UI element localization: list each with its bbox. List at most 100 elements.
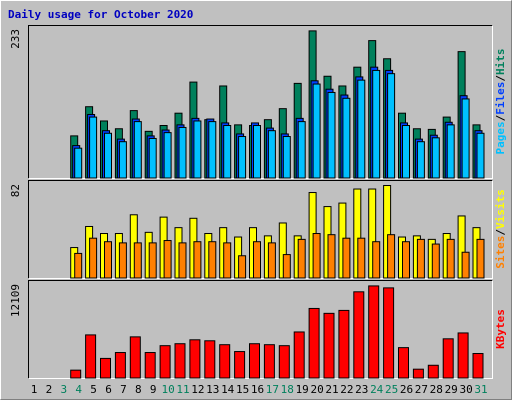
bar <box>431 243 440 279</box>
panel-edge-dark <box>28 25 493 179</box>
legend-entry: Hits <box>494 49 507 76</box>
x-tick-label: 6 <box>105 383 112 396</box>
bar <box>263 344 275 379</box>
bar <box>219 344 231 379</box>
bar <box>163 132 172 179</box>
bar <box>144 352 156 379</box>
x-tick-label: 16 <box>251 383 264 396</box>
bar <box>372 241 381 279</box>
bar <box>342 97 351 179</box>
x-tick-label: 4 <box>75 383 82 396</box>
bar <box>148 137 157 179</box>
legend-separator: / <box>494 75 507 82</box>
bar <box>208 241 217 279</box>
bar <box>372 69 381 179</box>
bar <box>253 241 261 279</box>
bar <box>402 241 410 279</box>
bar <box>368 285 380 379</box>
x-tick-label: 27 <box>415 383 428 396</box>
bar <box>189 339 201 379</box>
bar <box>178 126 187 179</box>
chart-title: Daily usage for October 2020 <box>8 8 193 21</box>
bar <box>357 237 366 279</box>
bar <box>323 312 335 379</box>
bar <box>312 233 321 279</box>
bar <box>118 141 127 179</box>
bar <box>159 345 171 379</box>
bar <box>278 345 290 379</box>
x-tick-label: 30 <box>459 383 472 396</box>
bar <box>238 136 247 179</box>
x-tick-label: 1 <box>31 383 38 396</box>
x-tick-label: 14 <box>221 383 235 396</box>
bar <box>461 251 470 279</box>
bar <box>446 238 455 279</box>
x-tick-label: 7 <box>120 383 127 396</box>
bar <box>148 242 157 279</box>
y-tick-label: 82 <box>9 184 22 197</box>
bar <box>297 121 306 179</box>
bar <box>234 351 246 379</box>
bar <box>308 307 320 379</box>
bar <box>89 116 98 179</box>
bar <box>74 147 83 179</box>
bar <box>476 238 485 279</box>
bar <box>100 357 111 379</box>
x-tick-label: 29 <box>445 383 458 396</box>
x-tick-label: 15 <box>236 383 249 396</box>
bar <box>238 255 247 279</box>
bar <box>402 125 410 179</box>
bar <box>129 336 141 379</box>
bar <box>342 237 351 279</box>
panel-edge-dark <box>28 180 493 279</box>
x-tick-label: 3 <box>60 383 67 396</box>
legend: KBytes <box>494 309 507 349</box>
x-tick-label: 31 <box>474 383 487 396</box>
bar <box>461 98 470 179</box>
legend-entry: Sites <box>494 236 507 269</box>
x-tick-label: 21 <box>325 383 338 396</box>
x-tick-label: 13 <box>206 383 219 396</box>
bar <box>85 334 97 379</box>
bar <box>312 83 321 179</box>
x-tick-label: 23 <box>355 383 368 396</box>
bar <box>133 121 142 179</box>
x-tick-label: 26 <box>400 383 413 396</box>
bar <box>387 73 396 179</box>
x-tick-label: 5 <box>90 383 97 396</box>
bar <box>293 331 305 379</box>
bar <box>446 124 455 179</box>
bar <box>387 234 396 279</box>
bar <box>118 242 127 279</box>
bar <box>249 343 260 379</box>
bar <box>327 234 336 279</box>
bar <box>357 79 366 179</box>
bar <box>193 120 202 179</box>
x-tick-label: 20 <box>310 383 323 396</box>
x-tick-label: 19 <box>296 383 309 396</box>
bar <box>89 237 98 279</box>
x-tick-label: 18 <box>281 383 294 396</box>
bar <box>416 238 425 279</box>
bar <box>327 91 336 179</box>
x-tick-label: 25 <box>385 383 398 396</box>
legend-entry: Visits <box>494 189 507 229</box>
bar <box>267 130 276 179</box>
legend-entry: Pages <box>494 121 507 154</box>
legend-separator: / <box>494 229 507 236</box>
bar <box>282 136 291 179</box>
legend: Sites/Visits <box>494 189 507 269</box>
bar <box>70 369 82 379</box>
x-tick-label: 12 <box>191 383 204 396</box>
panel-edge-dark <box>28 280 493 379</box>
bar <box>193 241 202 279</box>
x-tick-label: 22 <box>340 383 353 396</box>
bar <box>253 125 261 179</box>
bar <box>416 141 425 179</box>
x-tick-label: 11 <box>176 383 189 396</box>
x-tick-label: 10 <box>161 383 174 396</box>
bar <box>104 132 112 179</box>
bar <box>353 291 365 379</box>
